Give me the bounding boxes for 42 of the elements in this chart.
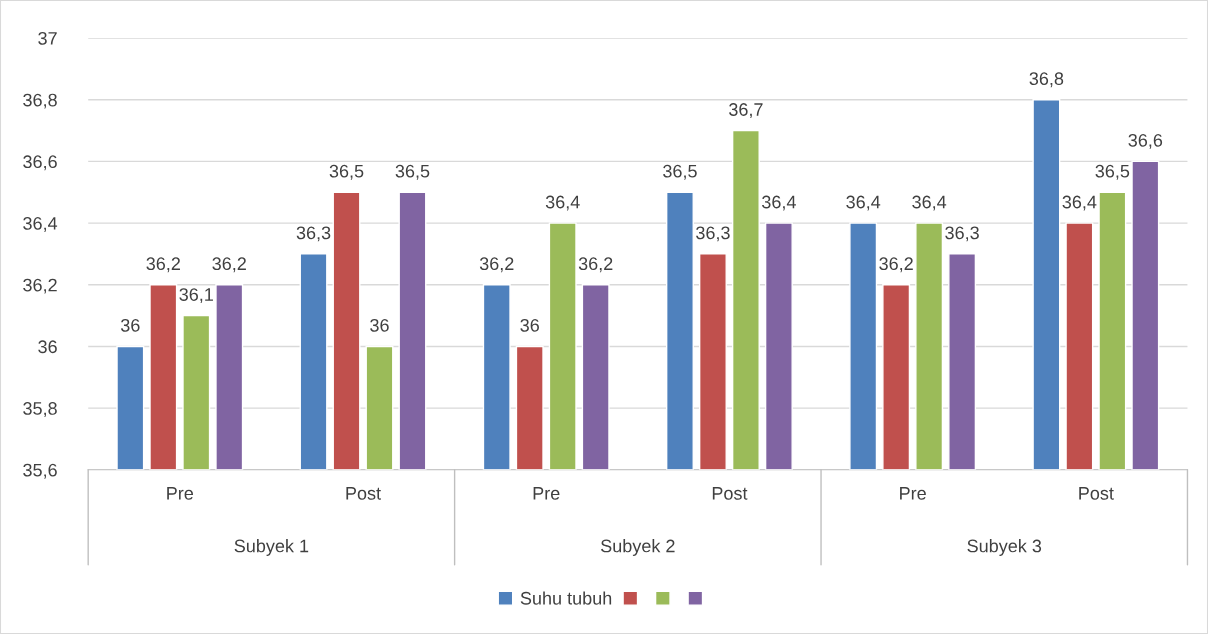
data-label: 36,4: [545, 195, 580, 211]
x-tick-label: Pre: [533, 487, 560, 500]
x-tick-label: Post: [712, 487, 748, 500]
y-tick-label: 36,2: [23, 278, 57, 294]
data-label: 36,2: [146, 257, 180, 273]
legend-label: Suhu tubuh: [520, 591, 612, 605]
data-label: 36,4: [846, 195, 881, 211]
data-label: 36,3: [696, 226, 730, 242]
x-tick-label: Pre: [900, 487, 926, 500]
data-label: 36,6: [1128, 133, 1163, 149]
data-label: 36,5: [329, 164, 364, 180]
y-tick-label: 35,6: [23, 463, 57, 479]
text: Subyek 1: [234, 539, 309, 556]
data-label: 36: [520, 318, 539, 332]
y-tick-label: 35,8: [23, 402, 57, 417]
data-label: 36,4: [912, 195, 947, 211]
data-label: 36,7: [729, 103, 763, 119]
y-tick-label: 36,8: [23, 93, 57, 109]
data-label: 36,2: [212, 257, 246, 273]
data-label: 36,2: [479, 257, 514, 273]
y-tick-label: 37: [38, 31, 57, 45]
data-label: 36,3: [945, 226, 979, 242]
x-tick-label: Post: [1079, 487, 1114, 500]
data-label: 36: [120, 318, 140, 332]
data-label: 36,2: [578, 257, 613, 273]
x-tick-label: Pre: [167, 487, 194, 500]
data-label: 36,5: [663, 164, 697, 180]
data-label: 36,2: [879, 257, 913, 273]
y-tick-label: 36: [38, 340, 57, 354]
data-label: 36,5: [1095, 164, 1130, 180]
y-tick-label: 36,6: [23, 155, 57, 171]
data-label: 36,1: [179, 288, 213, 304]
data-label: 36,4: [762, 195, 796, 211]
x-tick-label: Post: [346, 487, 381, 500]
text: Subyek 3: [967, 539, 1042, 556]
data-label: 36,4: [1062, 195, 1097, 211]
data-label: 36,5: [395, 164, 430, 180]
text: Subyek 2: [601, 539, 675, 556]
data-label: 36,3: [296, 226, 331, 242]
data-label: 36,8: [1029, 72, 1064, 88]
data-label: 36: [370, 318, 389, 332]
y-tick-label: 36,4: [23, 217, 58, 232]
